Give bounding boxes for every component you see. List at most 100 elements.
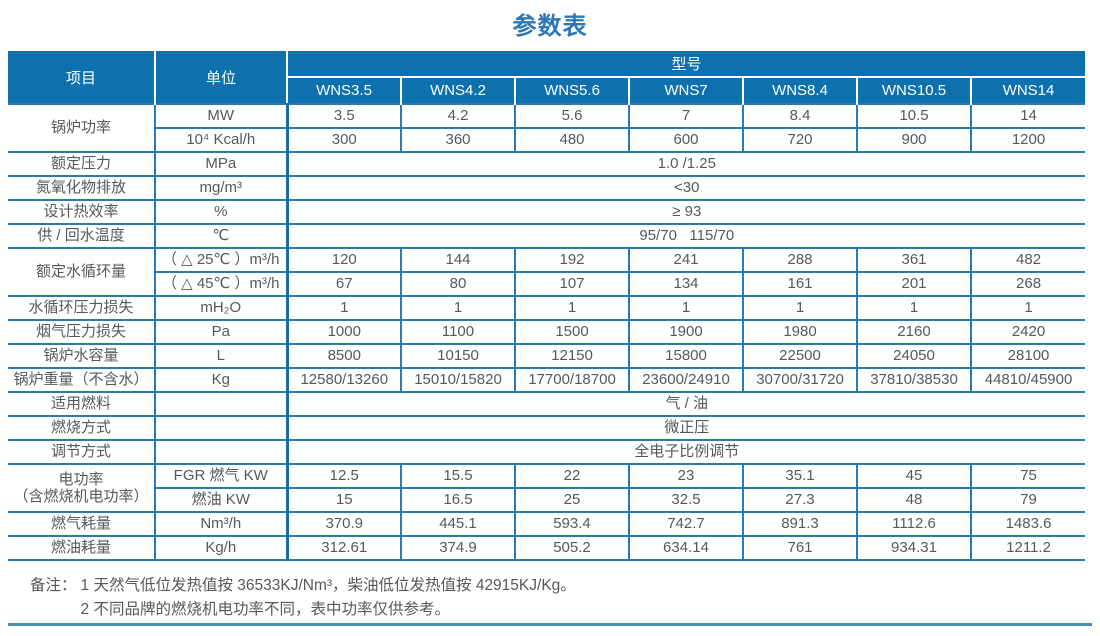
value-cell: 1112.6 [857, 511, 972, 536]
value-cell: 44810/45900 [971, 367, 1086, 392]
value-cell: 482 [971, 247, 1086, 272]
value-cell: 370.9 [287, 511, 402, 536]
item-label: 燃气耗量 [8, 511, 156, 536]
item-label: 电功率 （含燃烧机电功率） [8, 463, 156, 512]
table-row: 额定压力 MPa 1.0 /1.25 [8, 151, 1086, 176]
value-cell: 288 [743, 247, 858, 272]
table-row: 锅炉水容量 L 8500 10150 12150 15800 22500 24050 28100 [8, 343, 1086, 368]
unit-label: FGR 燃气 KW [155, 463, 289, 488]
value-cell: 17700/18700 [515, 367, 630, 392]
merged-value: 全电子比例调节 [287, 439, 1086, 464]
value-cell: 761 [743, 535, 858, 561]
value-cell: 2160 [857, 319, 972, 344]
value-cell: 505.2 [515, 535, 630, 561]
unit-label: 10⁴ Kcal/h [155, 127, 289, 152]
value-cell: 634.14 [629, 535, 744, 561]
value-cell: 12150 [515, 343, 630, 368]
page: 参数表 项目 单位 型号 WNS3.5 WNS4.2 WNS5.6 WNS7 WNS8.… [0, 6, 1100, 636]
value-cell: 120 [287, 247, 402, 272]
value-cell: 1900 [629, 319, 744, 344]
value-cell: 268 [971, 271, 1086, 296]
value-cell: 742.7 [629, 511, 744, 536]
merged-value: 微正压 [287, 415, 1086, 440]
value-cell: 4.2 [401, 103, 516, 128]
merged-value: <30 [287, 175, 1086, 200]
model-header-wns4.2: WNS4.2 [401, 77, 516, 104]
value-cell: 35.1 [743, 463, 858, 488]
table-row: （ △ 45℃ ）m³/h 67 80 107 134 161 201 268 [8, 271, 1086, 296]
value-cell: 28100 [971, 343, 1086, 368]
model-header-wns7: WNS7 [629, 77, 744, 104]
value-cell: 8500 [287, 343, 402, 368]
value-cell: 241 [629, 247, 744, 272]
value-cell: 15800 [629, 343, 744, 368]
value-cell: 1500 [515, 319, 630, 344]
value-cell: 25 [515, 487, 630, 512]
value-cell: 16.5 [401, 487, 516, 512]
bottom-divider [8, 623, 1092, 626]
value-cell: 600 [629, 127, 744, 152]
value-cell: 107 [515, 271, 630, 296]
value-cell: 891.3 [743, 511, 858, 536]
notes-items: 1 天然气低位发热值按 36533KJ/Nm³，柴油低位发热值按 42915KJ… [81, 574, 576, 622]
header-row-top: 项目 单位 型号 [8, 51, 1086, 104]
table-row: 锅炉重量（不含水） Kg 12580/13260 15010/15820 17700/1… [8, 367, 1086, 392]
item-label: 锅炉水容量 [8, 343, 156, 368]
unit-label: Pa [155, 319, 289, 344]
value-cell: 32.5 [629, 487, 744, 512]
value-cell: 12580/13260 [287, 367, 402, 392]
table-row: 燃油耗量 Kg/h 312.61 374.9 505.2 634.14 761 934.31 1… [8, 535, 1086, 561]
unit-label: Nm³/h [155, 511, 289, 536]
table-row: 氮氧化物排放 mg/m³ <30 [8, 175, 1086, 200]
item-label: 烟气压力损失 [8, 319, 156, 344]
value-cell: 144 [401, 247, 516, 272]
note-line-1: 1 天然气低位发热值按 36533KJ/Nm³，柴油低位发热值按 42915KJ… [80, 577, 576, 594]
value-cell: 2420 [971, 319, 1086, 344]
value-cell: 134 [629, 271, 744, 296]
item-label: 锅炉功率 [8, 103, 156, 152]
unit-label: ℃ [155, 223, 289, 248]
item-label: 锅炉重量（不含水） [8, 367, 156, 392]
value-cell: 374.9 [401, 535, 516, 561]
unit-label [155, 415, 289, 440]
table-header: 项目 单位 型号 WNS3.5 WNS4.2 WNS5.6 WNS7 WNS8.4 WNS… [8, 51, 1086, 104]
value-cell: 161 [743, 271, 858, 296]
unit-label: （ △ 25℃ ）m³/h [155, 247, 289, 272]
spec-table: 项目 单位 型号 WNS3.5 WNS4.2 WNS5.6 WNS7 WNS8.4 WNS… [8, 51, 1086, 561]
unit-label: Kg [155, 367, 289, 392]
value-cell: 10.5 [857, 103, 972, 128]
table-row: 电功率 （含燃烧机电功率） FGR 燃气 KW 12.5 15.5 22 23 35.1 45… [8, 463, 1086, 512]
notes-label: 备注： [30, 577, 77, 594]
item-label: 供 / 回水温度 [8, 223, 156, 248]
value-cell: 22500 [743, 343, 858, 368]
table-row: 燃气耗量 Nm³/h 370.9 445.1 593.4 742.7 891.3 1112.6… [8, 511, 1086, 536]
header-item: 项目 [8, 51, 156, 104]
table-row: 燃油 KW 15 16.5 25 32.5 27.3 48 79 [8, 487, 1086, 512]
value-cell: 23600/24910 [629, 367, 744, 392]
value-cell: 1980 [743, 319, 858, 344]
table-row: 水循环压力损失 mH₂O 1 1 1 1 1 1 1 [8, 295, 1086, 320]
table-row: 调节方式 全电子比例调节 [8, 439, 1086, 464]
unit-label: % [155, 199, 289, 224]
model-header-row: WNS3.5 WNS4.2 WNS5.6 WNS7 WNS8.4 WNS10.5 WNS14 [8, 77, 1086, 104]
table-row: 燃烧方式 微正压 [8, 415, 1086, 440]
value-cell: 1 [401, 295, 516, 320]
merged-value: 气 / 油 [287, 391, 1086, 416]
table-row: 适用燃料 气 / 油 [8, 391, 1086, 416]
model-header-wns14: WNS14 [971, 77, 1086, 104]
table-row: 锅炉功率 MW 3.5 4.2 5.6 7 8.4 10.5 14 [8, 103, 1086, 152]
value-cell: 23 [629, 463, 744, 488]
page-title: 参数表 [512, 13, 588, 40]
unit-label [155, 391, 289, 416]
value-cell: 300 [287, 127, 402, 152]
model-header-wns10.5: WNS10.5 [857, 77, 972, 104]
value-cell: 361 [857, 247, 972, 272]
unit-label: L [155, 343, 289, 368]
value-cell: 15.5 [401, 463, 516, 488]
value-cell: 27.3 [743, 487, 858, 512]
value-cell: 5.6 [515, 103, 630, 128]
value-cell: 201 [857, 271, 972, 296]
unit-label: mg/m³ [155, 175, 289, 200]
model-header-wns5.6: WNS5.6 [515, 77, 630, 104]
value-cell: 1 [629, 295, 744, 320]
